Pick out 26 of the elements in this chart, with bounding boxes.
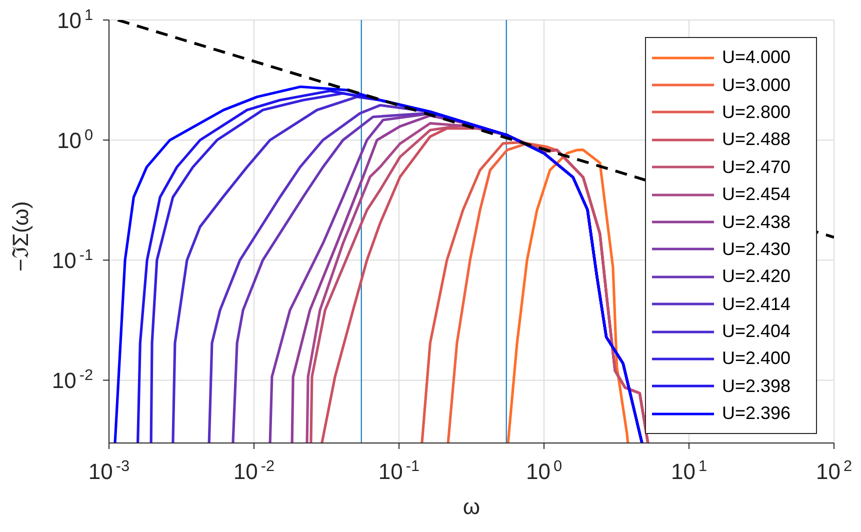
legend-label: U=2.404 <box>722 321 791 342</box>
legend-label: U=2.488 <box>722 129 791 150</box>
x-tick-label: 10$^{-2}$ <box>233 458 275 484</box>
x-tick-label: 10$^{0}$ <box>526 458 562 484</box>
legend-label: U=2.398 <box>722 376 791 397</box>
x-tick-label: 10$^{1}$ <box>670 458 708 484</box>
x-tick-label: 10$^{2}$ <box>816 458 852 484</box>
legend-label: U=4.000 <box>722 47 791 68</box>
legend-label: U=2.438 <box>722 212 791 233</box>
legend-label: U=2.454 <box>722 184 791 206</box>
legend-label: U=2.430 <box>722 238 791 260</box>
legend-label: U=2.470 <box>722 156 791 178</box>
legend-label: U=2.420 <box>722 266 791 288</box>
y-axis-title: −ℑΣ(ω) <box>8 201 33 272</box>
y-tick-label: 10$^{-1}$ <box>52 246 93 274</box>
y-tick-label: 10$^{-2}$ <box>52 366 93 394</box>
legend-label: U=2.400 <box>722 348 791 370</box>
x-tick-label: 10$^{-3}$ <box>88 458 130 484</box>
legend-label: U=2.800 <box>722 102 791 123</box>
y-tick-label: 10$^{0}$ <box>56 126 93 154</box>
x-tick-label: 10$^{-1}$ <box>378 458 420 484</box>
legend-label: U=2.396 <box>722 403 791 424</box>
y-tick-label: 10$^{1}$ <box>56 6 93 33</box>
legend-label: U=2.414 <box>722 294 791 315</box>
x-axis-title: ω <box>462 494 480 519</box>
legend-label: U=3.000 <box>722 74 791 96</box>
